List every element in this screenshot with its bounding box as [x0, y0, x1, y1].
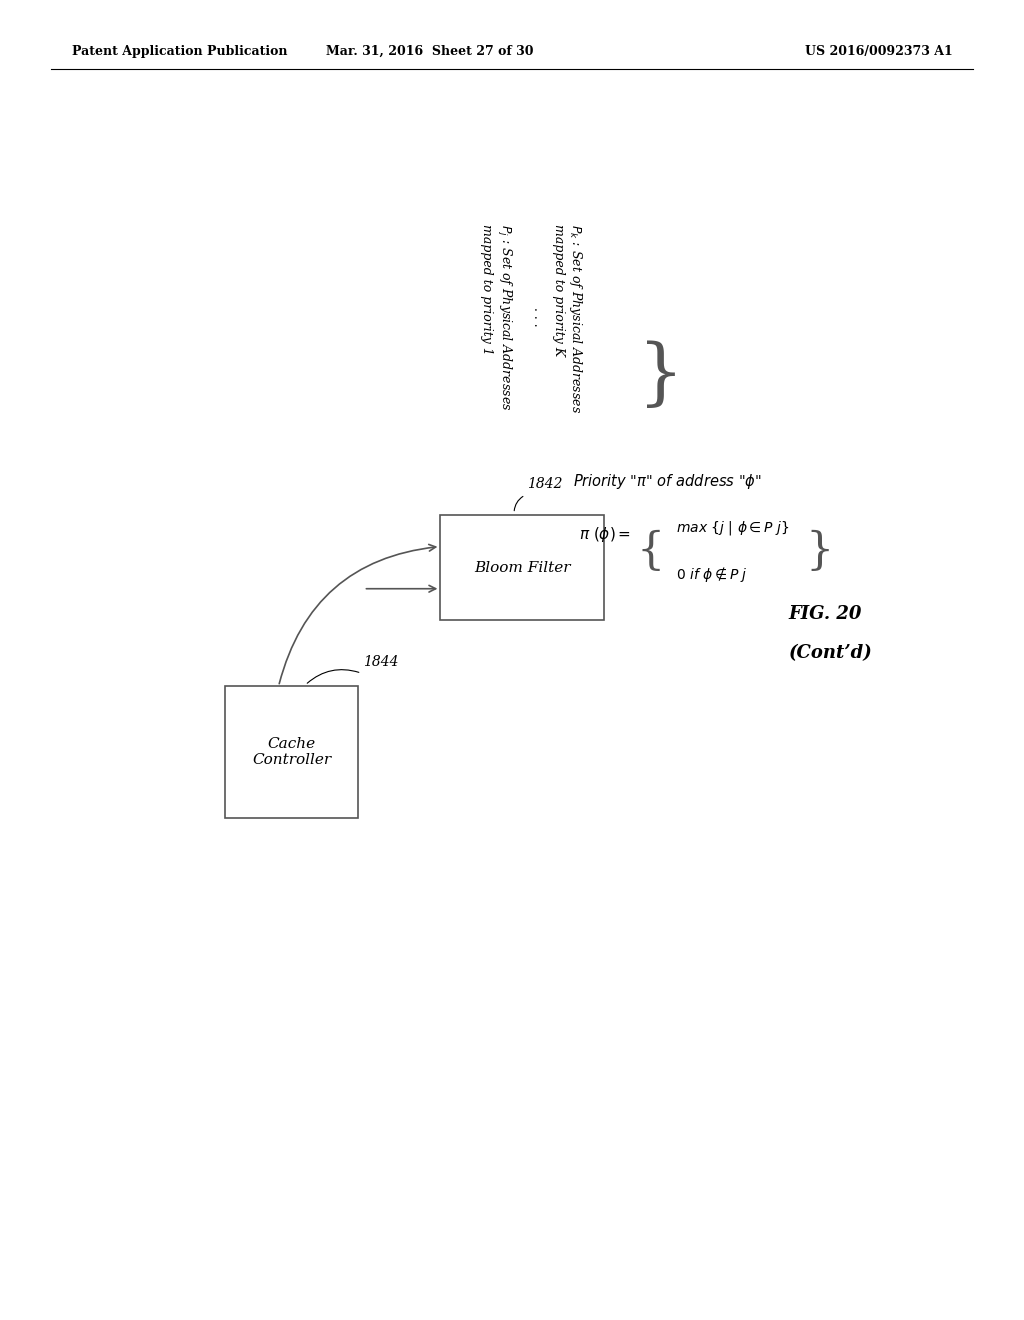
Text: }: } [805, 531, 834, 573]
Text: $max$ $\{j\ |\ \phi \in P\ j\}$: $max$ $\{j\ |\ \phi \in P\ j\}$ [676, 519, 790, 537]
Text: Cache
Controller: Cache Controller [252, 738, 332, 767]
Text: $\pi$ $(\phi) =$: $\pi$ $(\phi) =$ [579, 525, 631, 544]
FancyBboxPatch shape [225, 686, 358, 818]
Text: Mar. 31, 2016  Sheet 27 of 30: Mar. 31, 2016 Sheet 27 of 30 [327, 45, 534, 58]
Text: US 2016/0092373 A1: US 2016/0092373 A1 [805, 45, 952, 58]
Text: Bloom Filter: Bloom Filter [474, 561, 570, 574]
Text: {: { [636, 531, 665, 573]
Text: $P_k$ : Set of Physical Addresses
mapped to priority K: $P_k$ : Set of Physical Addresses mapped… [552, 224, 585, 413]
Text: $Priority$ "$\pi$" $of$ $address$ "$\phi$": $Priority$ "$\pi$" $of$ $address$ "$\phi… [573, 473, 762, 491]
Text: FIG. 20: FIG. 20 [788, 605, 862, 623]
Text: 1842: 1842 [527, 477, 563, 491]
Text: $P_j$ : Set of Physical Addresses
mapped to priority 1: $P_j$ : Set of Physical Addresses mapped… [480, 224, 513, 411]
FancyBboxPatch shape [440, 515, 604, 620]
Text: 1844: 1844 [364, 655, 399, 669]
Text: (Cont’d): (Cont’d) [788, 644, 872, 663]
Text: . . .: . . . [531, 308, 544, 326]
Text: Patent Application Publication: Patent Application Publication [72, 45, 287, 58]
Text: }: } [638, 341, 683, 412]
Text: $0$ $if$ $\phi \notin P\ j$: $0$ $if$ $\phi \notin P\ j$ [676, 565, 748, 583]
